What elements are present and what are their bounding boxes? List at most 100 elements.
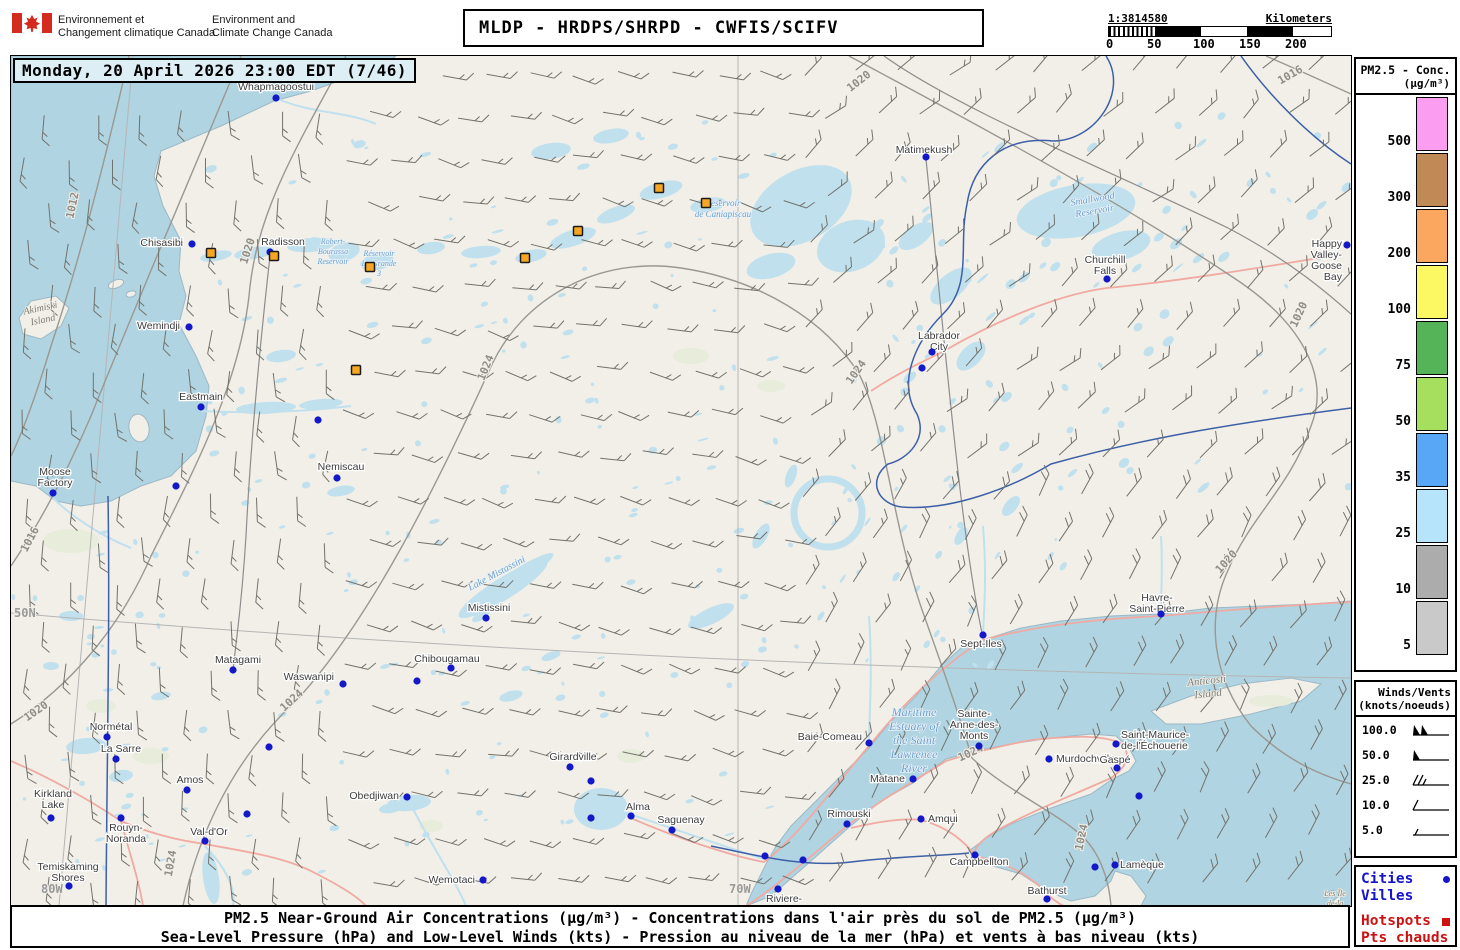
scale-tick: 0 [1106,37,1114,51]
barb-staff [141,537,145,562]
barb-full [466,72,475,81]
lake [1059,561,1067,571]
barb-full [647,831,656,840]
barb-half [155,855,161,862]
lake [361,447,368,452]
lake [1118,458,1130,468]
barb-full [806,201,815,209]
barb-half [837,861,841,869]
wind-barb-icon [894,724,906,756]
wind-barb-icon [1219,548,1233,579]
lake [430,669,437,676]
lake [209,450,220,457]
barb-full [976,762,982,773]
city-label: Amqui [927,812,959,827]
barb-full [1065,772,1071,783]
lake [282,273,288,277]
lake [766,356,779,361]
barb-half [565,535,572,541]
wind-barb-icon [1196,343,1217,369]
barb-half [412,413,419,418]
barb-full [579,281,587,290]
city-label: Happy [1312,238,1343,250]
isobar-label: 1024 [161,848,180,879]
wind-barb-icon [1079,297,1096,327]
barb-staff [856,312,874,332]
lake [1066,426,1074,434]
barb-half [434,539,440,545]
barb-full [1340,770,1346,781]
barb-full [934,763,939,774]
barb-full [1276,466,1281,477]
barb-full [29,608,39,615]
wind-barb-icon [296,496,307,527]
barb-full [138,734,148,741]
barb-staff [1037,645,1049,669]
barb-staff [391,159,416,164]
barb-half [687,836,694,841]
city-label: Amos [177,774,204,786]
barb-full [596,149,605,158]
barb-half [231,637,238,643]
barb-half [864,481,867,488]
barb-full [315,137,324,145]
wind-barb-icon [1085,722,1101,753]
water-body-label: Maritime [891,705,937,719]
lake [79,780,86,786]
wind-barb-icon [298,328,307,361]
water-body-label: Réservoir [705,198,741,208]
barb-full [370,843,380,850]
wind-barb-icon [902,301,919,330]
barb-full [131,225,140,234]
scale-tick: 50 [1147,37,1162,51]
wind-barb-icon [138,284,147,316]
barb-staff [295,837,301,862]
wind-barb-icon [692,281,724,289]
barb-full [1328,216,1333,227]
barb-full [1175,548,1182,558]
barb-half [42,638,48,644]
barb-half [1114,177,1117,185]
barb-full [416,838,426,846]
barb-full [763,877,773,885]
barb-full [156,601,165,610]
wind-barb-icon [873,344,891,373]
hotspots-label-en: Hotspots [1361,913,1431,929]
city-label: Riviere- [765,892,804,906]
wind-barb-icon [832,341,853,367]
isobar-line [11,56,242,567]
barb-full [1205,601,1210,612]
lake [701,120,709,125]
barb-full [931,846,937,857]
barb-half [1210,439,1213,446]
wind-barb-icon [1172,385,1193,411]
wind-barb-icon [25,498,34,530]
wind-barb-icon [1267,218,1285,246]
barb-staff [572,75,596,85]
wind-barb-icon [92,372,102,404]
wind-barb-icon [1199,430,1218,459]
lake [948,397,957,405]
barb-staff [19,157,25,182]
barb-staff [1062,184,1080,204]
wind-barb-icon [373,879,405,888]
barb-half [929,431,932,439]
lake [688,603,734,629]
barb-half [1347,97,1349,104]
lake [856,569,861,575]
lake [1057,485,1064,491]
barb-half [293,432,299,438]
wind-barb-icon [21,409,31,440]
barb-staff [1241,514,1252,538]
barb-full [509,71,518,79]
wind-barb-icon [1309,299,1329,327]
barb-full [604,239,613,247]
wind-barb-icon [365,282,398,291]
wind-barb-icon [1334,679,1347,711]
wind-barb-icon [48,706,58,738]
wind-barb-icon [346,158,379,166]
wind-barb-icon [576,318,608,327]
barb-half [616,455,623,461]
barb-half [589,151,595,158]
pm25-level-value: 100 [1387,302,1411,317]
